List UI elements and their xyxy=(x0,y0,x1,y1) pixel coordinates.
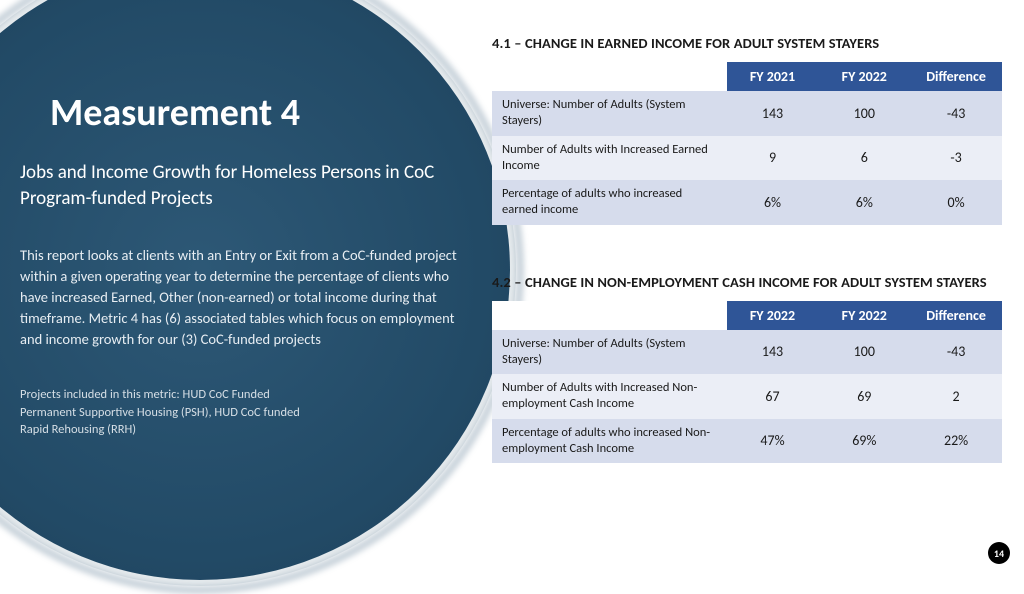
cell-value: 2 xyxy=(910,374,1002,419)
table-row: Universe: Number of Adults (System Staye… xyxy=(492,330,1002,375)
cell-value: 9 xyxy=(727,136,819,181)
row-label: Number of Adults with Increased Earned I… xyxy=(492,136,727,181)
cell-value: 69 xyxy=(818,374,910,419)
cell-value: 47% xyxy=(727,419,819,464)
page-subtitle: Jobs and Income Growth for Homeless Pers… xyxy=(20,160,460,211)
cell-value: 6% xyxy=(818,180,910,225)
cell-value: 6% xyxy=(727,180,819,225)
table-1-col-1: FY 2021 xyxy=(727,62,819,91)
table-1: FY 2021 FY 2022 Difference Universe: Num… xyxy=(492,62,1002,225)
table-2: FY 2022 FY 2022 Difference Universe: Num… xyxy=(492,301,1002,464)
cell-value: -3 xyxy=(910,136,1002,181)
table-header-blank xyxy=(492,62,727,91)
cell-value: 67 xyxy=(727,374,819,419)
row-label: Percentage of adults who increased Non-e… xyxy=(492,419,727,464)
right-panel: 4.1 – CHANGE IN EARNED INCOME FOR ADULT … xyxy=(492,34,1002,463)
table-2-col-1: FY 2022 xyxy=(727,301,819,330)
cell-value: 143 xyxy=(727,91,819,136)
cell-value: -43 xyxy=(910,91,1002,136)
page-number-badge: 14 xyxy=(988,542,1010,564)
table-row: Number of Adults with Increased Earned I… xyxy=(492,136,1002,181)
table-1-col-3: Difference xyxy=(910,62,1002,91)
table-2-col-2: FY 2022 xyxy=(818,301,910,330)
cell-value: 100 xyxy=(818,330,910,375)
footnote-text: Projects included in this metric: HUD Co… xyxy=(20,386,300,439)
cell-value: 6 xyxy=(818,136,910,181)
cell-value: -43 xyxy=(910,330,1002,375)
cell-value: 143 xyxy=(727,330,819,375)
table-row: Percentage of adults who increased Non-e… xyxy=(492,419,1002,464)
cell-value: 69% xyxy=(818,419,910,464)
row-label: Universe: Number of Adults (System Staye… xyxy=(492,330,727,375)
cell-value: 0% xyxy=(910,180,1002,225)
cell-value: 100 xyxy=(818,91,910,136)
left-panel: Measurement 4 Jobs and Income Growth for… xyxy=(20,90,460,439)
body-paragraph: This report looks at clients with an Ent… xyxy=(20,245,460,350)
table-row: Percentage of adults who increased earne… xyxy=(492,180,1002,225)
table-header-blank xyxy=(492,301,727,330)
row-label: Universe: Number of Adults (System Staye… xyxy=(492,91,727,136)
table-1-caption: 4.1 – CHANGE IN EARNED INCOME FOR ADULT … xyxy=(492,34,1002,52)
page-title: Measurement 4 xyxy=(50,90,460,136)
row-label: Number of Adults with Increased Non-empl… xyxy=(492,374,727,419)
table-row: Number of Adults with Increased Non-empl… xyxy=(492,374,1002,419)
table-2-caption: 4.2 – CHANGE IN NON-EMPLOYMENT CASH INCO… xyxy=(492,273,1002,291)
table-1-col-2: FY 2022 xyxy=(818,62,910,91)
row-label: Percentage of adults who increased earne… xyxy=(492,180,727,225)
cell-value: 22% xyxy=(910,419,1002,464)
table-2-col-3: Difference xyxy=(910,301,1002,330)
table-row: Universe: Number of Adults (System Staye… xyxy=(492,91,1002,136)
